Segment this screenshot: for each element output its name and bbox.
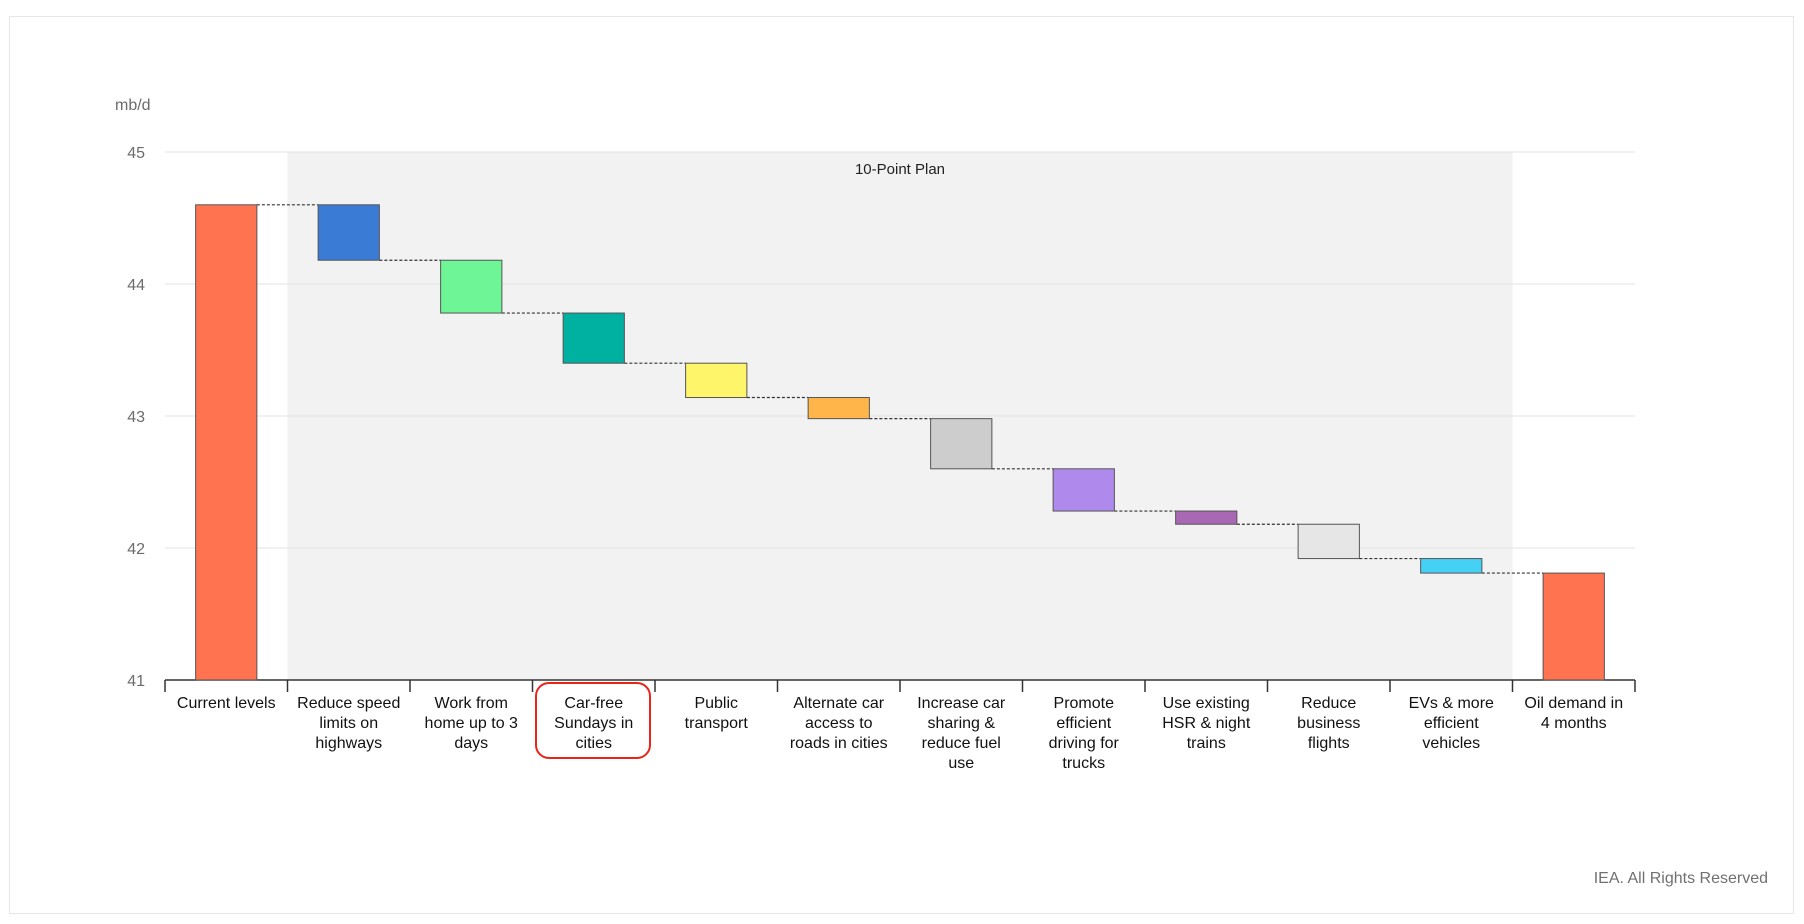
plan-region-label: 10-Point Plan <box>855 161 945 178</box>
y-tick-label: 45 <box>127 145 145 162</box>
bar-4 <box>562 312 625 364</box>
copyright-footer: IEA. All Rights Reserved <box>1593 870 1768 887</box>
y-tick-label: 43 <box>127 409 145 426</box>
bar-12 <box>1542 572 1605 681</box>
x-category-label: Car-free Sundays in cities <box>554 695 633 752</box>
bar-3 <box>440 259 503 314</box>
x-category-label: Use existing HSR & night trains <box>1162 695 1251 752</box>
bar-10 <box>1297 523 1360 560</box>
bar-7 <box>930 418 993 470</box>
x-category-label: Reduce speed limits on highways <box>297 695 400 752</box>
x-category-label: Current levels <box>177 695 276 712</box>
bar-2 <box>317 204 380 261</box>
y-tick-label: 42 <box>127 541 145 558</box>
bar-8 <box>1052 468 1115 512</box>
x-category-label: EVs & more efficient vehicles <box>1409 695 1494 752</box>
x-category-label: Reduce business flights <box>1297 695 1360 752</box>
y-tick-label: 44 <box>127 277 145 294</box>
y-tick-label: 41 <box>127 673 145 690</box>
bar-6 <box>807 397 870 420</box>
bar-5 <box>685 362 748 399</box>
x-category-label: Increase car sharing & reduce fuel use <box>917 695 1006 772</box>
x-category-label: Promote efficient driving for trucks <box>1049 695 1120 772</box>
bar-1 <box>195 204 258 681</box>
x-category-label: Work from home up to 3 days <box>425 695 519 752</box>
highlight-box <box>535 682 651 759</box>
bar-9 <box>1175 510 1238 525</box>
bar-11 <box>1420 558 1483 574</box>
x-category-label: Alternate car access to roads in cities <box>790 695 888 752</box>
x-category-label: Oil demand in 4 months <box>1524 695 1623 732</box>
x-category-label: Public transport <box>685 695 749 732</box>
y-axis-unit-label: mb/d <box>115 97 151 114</box>
